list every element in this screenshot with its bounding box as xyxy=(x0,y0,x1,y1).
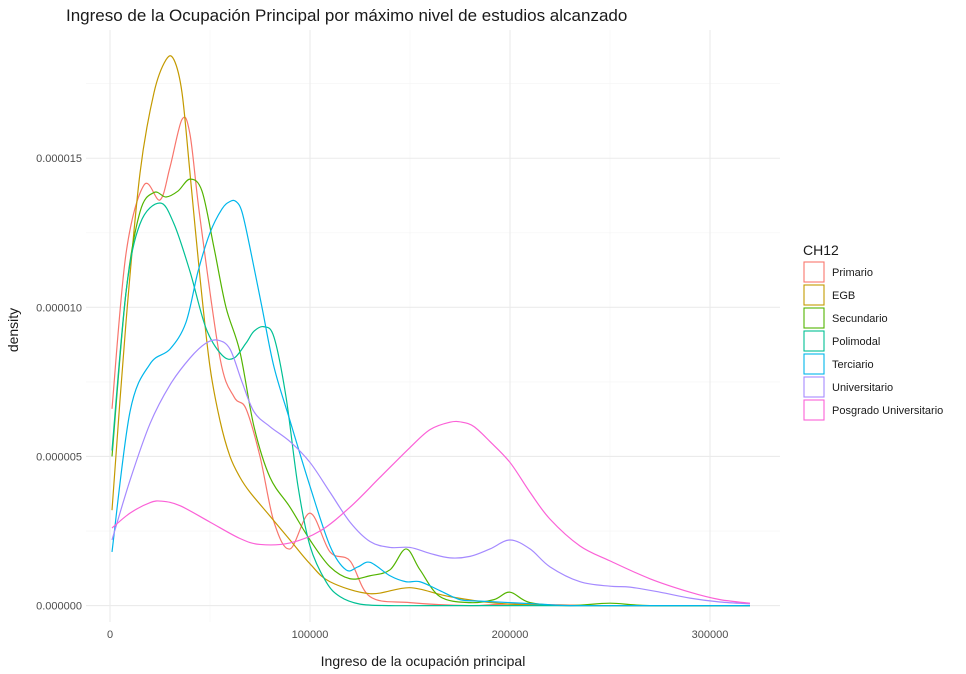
legend-label-egb: EGB xyxy=(832,290,855,302)
x-axis-ticks: 0 100000 200000 300000 xyxy=(107,629,728,641)
legend-title: CH12 xyxy=(803,242,839,258)
legend-label-posgrado-universitario: Posgrado Universitario xyxy=(832,405,943,417)
legend-key-posgrado-universitario xyxy=(803,399,825,421)
x-tick-label: 100000 xyxy=(292,629,329,641)
x-tick-label: 300000 xyxy=(692,629,729,641)
density-line-universitario xyxy=(111,339,751,605)
density-line-posgrado-universitario xyxy=(111,420,751,604)
legend-items: Primario EGB Secundario Polimodal Terciario U… xyxy=(803,261,943,421)
legend-label-polimodal: Polimodal xyxy=(832,336,880,348)
density-line-terciario xyxy=(111,199,750,607)
legend-label-terciario: Terciario xyxy=(832,359,874,371)
grid xyxy=(86,30,780,622)
y-axis-ticks: 0.000000 0.000005 0.000010 0.000015 xyxy=(36,153,82,612)
legend-key-polimodal xyxy=(803,330,825,352)
y-tick-label: 0.000015 xyxy=(36,153,82,165)
legend-key-primario xyxy=(803,261,825,283)
x-tick-label: 0 xyxy=(107,629,113,641)
legend-label-universitario: Universitario xyxy=(832,382,893,394)
density-line-secundario xyxy=(111,178,751,607)
y-tick-label: 0.000005 xyxy=(36,451,82,463)
legend-key-universitario xyxy=(803,376,825,398)
density-line-egb xyxy=(111,55,751,607)
density-line-primario xyxy=(111,116,751,607)
legend-key-terciario xyxy=(803,353,825,375)
legend: CH12 Primario EGB Secundario Polimodal Terci… xyxy=(803,242,943,421)
x-tick-label: 200000 xyxy=(492,629,529,641)
y-tick-label: 0.000010 xyxy=(36,302,82,314)
x-axis-title: Ingreso de la ocupación principal xyxy=(321,653,526,669)
chart-title: Ingreso de la Ocupación Principal por má… xyxy=(66,6,627,25)
y-tick-label: 0.000000 xyxy=(36,601,82,613)
density-curves xyxy=(111,55,751,607)
y-axis-title: density xyxy=(5,308,21,352)
legend-key-egb xyxy=(803,284,825,306)
legend-label-secundario: Secundario xyxy=(832,313,888,325)
legend-label-primario: Primario xyxy=(832,267,873,279)
density-line-polimodal xyxy=(111,202,750,607)
legend-key-secundario xyxy=(803,307,825,329)
